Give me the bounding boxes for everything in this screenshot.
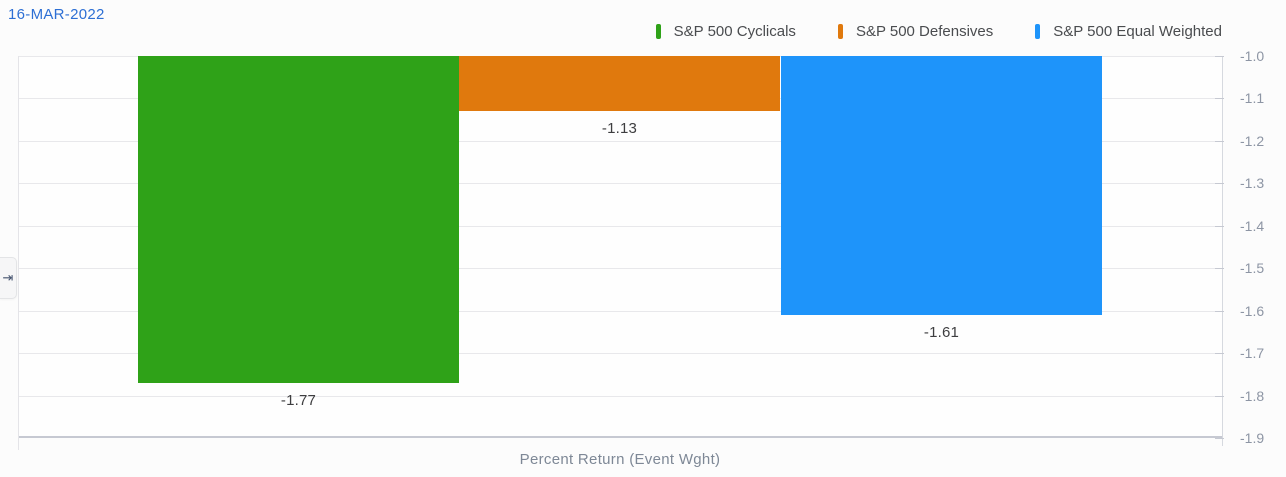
y-axis-tick-label: -1.1 xyxy=(1240,90,1265,106)
legend-marker-icon xyxy=(837,23,843,39)
legend-label: S&P 500 Defensives xyxy=(855,22,994,40)
bar-value-label: -1.77 xyxy=(280,392,317,409)
y-axis-tick xyxy=(1215,438,1224,439)
gridline xyxy=(18,268,1222,269)
legend-marker-icon xyxy=(655,23,661,39)
collapse-panel-button[interactable]: ⇥ xyxy=(0,257,17,299)
y-axis-tick-label: -1.0 xyxy=(1240,48,1265,64)
y-axis-tick-label: -1.3 xyxy=(1240,175,1265,191)
gridline xyxy=(18,311,1222,312)
legend-item[interactable]: S&P 500 Equal Weighted xyxy=(1035,23,1222,40)
gridline xyxy=(18,183,1222,184)
y-axis-tick-label: -1.9 xyxy=(1240,430,1265,446)
y-axis-tick xyxy=(1215,56,1224,57)
gridline xyxy=(18,141,1222,142)
y-axis-tick xyxy=(1215,311,1224,312)
legend-item[interactable]: S&P 500 Cyclicals xyxy=(655,22,796,40)
y-axis-tick xyxy=(1215,396,1224,397)
y-axis-tick-label: -1.5 xyxy=(1240,260,1265,276)
y-axis-tick-label: -1.8 xyxy=(1240,388,1265,404)
collapse-panel-icon: ⇥ xyxy=(2,270,14,286)
y-axis-tick xyxy=(1215,268,1224,269)
y-axis-tick xyxy=(1215,353,1224,354)
legend-label: S&P 500 Equal Weighted xyxy=(1053,22,1222,40)
y-axis-tick-label: -1.7 xyxy=(1240,345,1265,361)
y-axis-tick-label: -1.2 xyxy=(1240,133,1265,149)
bar-s-p-500-cyclicals[interactable] xyxy=(138,56,459,383)
bar-s-p-500-defensives[interactable] xyxy=(459,56,780,111)
y-axis-tick xyxy=(1215,226,1224,227)
y-axis-tick xyxy=(1215,183,1224,184)
x-axis-title: Percent Return (Event Wght) xyxy=(519,451,721,468)
y-axis-tick-label: -1.4 xyxy=(1240,218,1265,234)
chart-date-label: 16-MAR-2022 xyxy=(8,6,105,23)
y-axis-tick xyxy=(1215,98,1224,99)
chart-legend: S&P 500 Cyclicals S&P 500 Defensives S&P 5… xyxy=(655,22,1222,40)
legend-item[interactable]: S&P 500 Defensives xyxy=(837,22,994,40)
y-axis-tick xyxy=(1215,141,1224,142)
bar-value-label: -1.61 xyxy=(923,324,960,341)
gridline xyxy=(18,353,1222,354)
y-axis-line xyxy=(1222,56,1223,446)
plot-left-border xyxy=(18,56,19,450)
y-axis-tick-label: -1.6 xyxy=(1240,303,1265,319)
bar-value-label: -1.13 xyxy=(601,120,638,137)
legend-marker-icon xyxy=(1035,23,1041,39)
gridline xyxy=(18,226,1222,227)
gridline xyxy=(18,396,1222,397)
legend-label: S&P 500 Cyclicals xyxy=(673,22,796,40)
bar-s-p-500-equal-weighted[interactable] xyxy=(781,56,1102,315)
plot-area: -1.77 -1.13 -1.61 xyxy=(18,56,1222,438)
